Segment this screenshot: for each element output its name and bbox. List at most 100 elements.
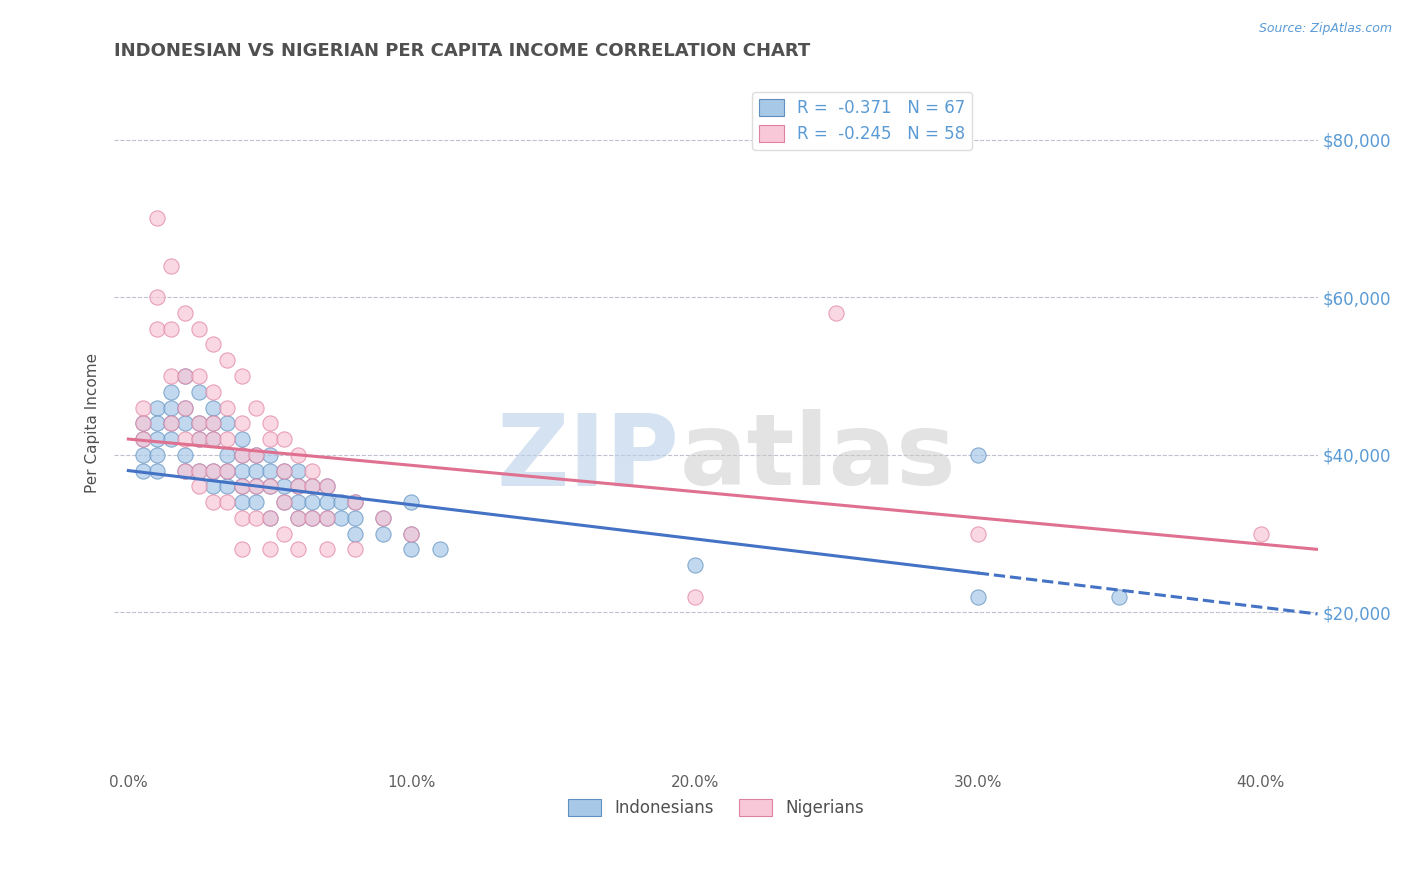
Point [315, 479, 337, 493]
Point [231, 369, 253, 384]
Point [1250, 526, 1272, 541]
Point [287, 495, 309, 509]
Point [159, 432, 181, 446]
Point [273, 464, 295, 478]
Point [343, 542, 366, 557]
Point [245, 448, 267, 462]
Point [188, 479, 211, 493]
Point [217, 464, 239, 478]
Point [145, 211, 167, 226]
Point [145, 401, 167, 415]
Point [273, 495, 295, 509]
Point [343, 526, 366, 541]
Point [145, 464, 167, 478]
Point [329, 495, 352, 509]
Point [159, 259, 181, 273]
Point [287, 464, 309, 478]
Point [131, 448, 153, 462]
Point [188, 464, 211, 478]
Point [429, 542, 451, 557]
Point [188, 432, 211, 446]
Point [145, 290, 167, 304]
Point [245, 448, 267, 462]
Point [131, 432, 153, 446]
Point [202, 417, 225, 431]
Point [231, 495, 253, 509]
Point [217, 495, 239, 509]
Point [131, 417, 153, 431]
Point [159, 417, 181, 431]
Text: INDONESIAN VS NIGERIAN PER CAPITA INCOME CORRELATION CHART: INDONESIAN VS NIGERIAN PER CAPITA INCOME… [114, 42, 810, 60]
Point [231, 448, 253, 462]
Point [174, 369, 197, 384]
Point [131, 464, 153, 478]
Point [259, 448, 281, 462]
Point [259, 511, 281, 525]
Point [287, 511, 309, 525]
Point [259, 464, 281, 478]
Point [343, 495, 366, 509]
Point [174, 401, 197, 415]
Point [231, 464, 253, 478]
Point [329, 511, 352, 525]
Point [259, 417, 281, 431]
Point [145, 417, 167, 431]
Point [217, 353, 239, 368]
Point [315, 511, 337, 525]
Point [202, 432, 225, 446]
Point [259, 542, 281, 557]
Point [188, 432, 211, 446]
Point [145, 448, 167, 462]
Point [259, 479, 281, 493]
Point [287, 511, 309, 525]
Point [231, 432, 253, 446]
Point [245, 479, 267, 493]
Legend: Indonesians, Nigerians: Indonesians, Nigerians [561, 793, 870, 824]
Point [245, 401, 267, 415]
Point [1108, 590, 1130, 604]
Point [301, 479, 323, 493]
Point [343, 511, 366, 525]
Point [401, 526, 423, 541]
Point [188, 417, 211, 431]
Point [131, 401, 153, 415]
Point [301, 464, 323, 478]
Point [188, 417, 211, 431]
Point [966, 448, 988, 462]
Y-axis label: Per Capita Income: Per Capita Income [86, 353, 100, 493]
Point [217, 401, 239, 415]
Point [373, 511, 395, 525]
Point [174, 464, 197, 478]
Point [217, 448, 239, 462]
Point [202, 495, 225, 509]
Point [343, 495, 366, 509]
Point [217, 464, 239, 478]
Point [145, 432, 167, 446]
Text: ZIP: ZIP [496, 409, 679, 507]
Point [231, 479, 253, 493]
Point [301, 495, 323, 509]
Point [966, 526, 988, 541]
Point [202, 337, 225, 351]
Point [301, 479, 323, 493]
Point [231, 479, 253, 493]
Point [159, 322, 181, 336]
Point [373, 526, 395, 541]
Point [174, 401, 197, 415]
Point [287, 479, 309, 493]
Point [287, 479, 309, 493]
Point [273, 526, 295, 541]
Point [174, 432, 197, 446]
Point [259, 479, 281, 493]
Point [174, 369, 197, 384]
Point [188, 384, 211, 399]
Point [245, 464, 267, 478]
Point [217, 417, 239, 431]
Point [231, 448, 253, 462]
Point [202, 384, 225, 399]
Point [315, 542, 337, 557]
Point [301, 511, 323, 525]
Point [131, 417, 153, 431]
Point [301, 511, 323, 525]
Point [202, 479, 225, 493]
